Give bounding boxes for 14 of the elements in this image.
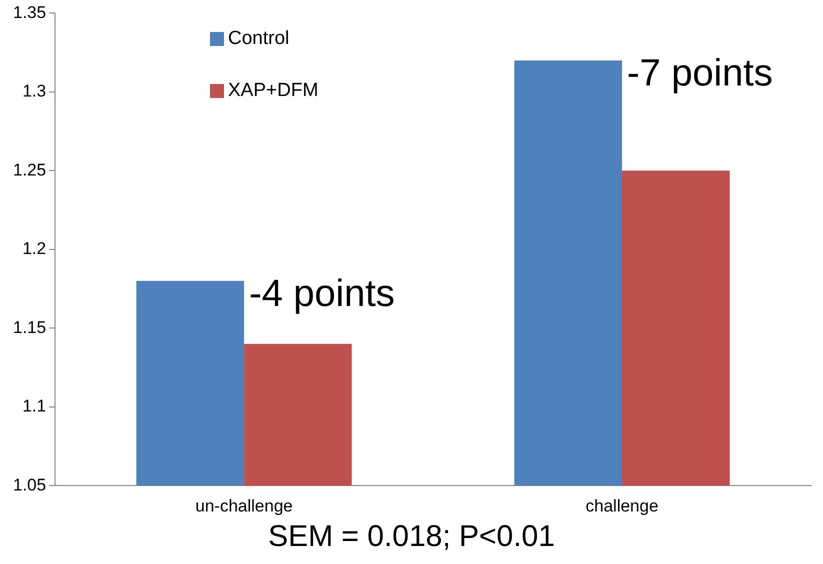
y-tick-label: 1.3 [22, 82, 46, 101]
y-tick-label: 1.05 [12, 475, 46, 494]
annotation: -7 points [627, 52, 773, 94]
x-tick-label: challenge [586, 496, 658, 516]
y-tick-label: 1.2 [22, 239, 46, 258]
y-tick-label: 1.15 [12, 318, 46, 337]
text: SEM = 0.018; P<0.01 [267, 520, 556, 554]
y-tick-label: 1.1 [22, 396, 46, 416]
x-tick-label: un-challenge [195, 496, 293, 516]
legend-label: Control [228, 28, 290, 50]
legend-label: XAP+DFM [228, 80, 318, 102]
annotation: -4 points [249, 272, 395, 315]
y-tick-label: 1.35 [12, 2, 46, 22]
y-tick-label: 1.25 [12, 160, 46, 180]
